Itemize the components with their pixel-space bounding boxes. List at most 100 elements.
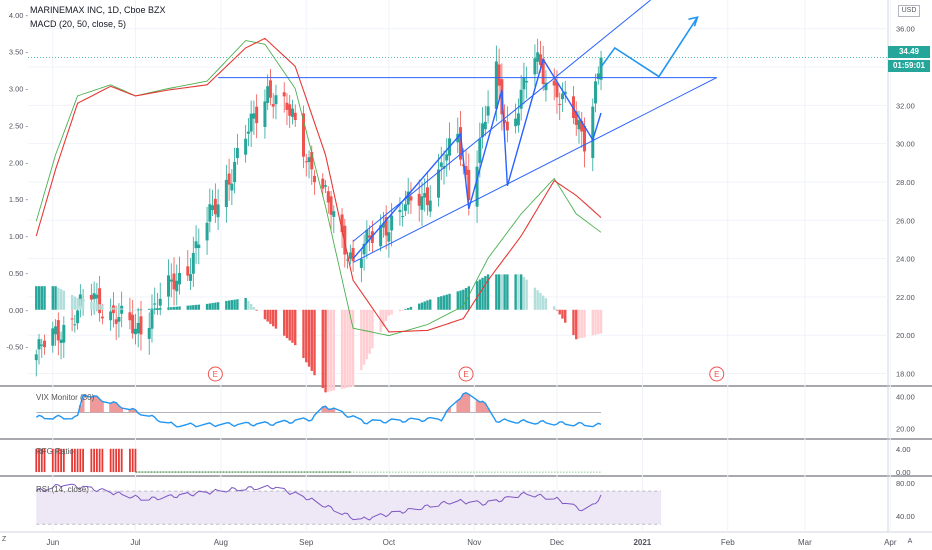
candle-body (497, 64, 501, 86)
candle-body (384, 217, 388, 236)
macd-histogram-bar (101, 305, 104, 310)
candle-body (494, 61, 498, 109)
macd-histogram-bar (271, 309, 275, 327)
candle-body (398, 210, 402, 212)
candle-body (387, 232, 391, 242)
candle-body (436, 169, 440, 198)
macd-axis-tick: 4.00 - (9, 11, 29, 20)
candle-body (483, 121, 487, 130)
candle-body (459, 127, 463, 160)
macd-histogram-bar (244, 297, 247, 310)
macd-histogram-bar (522, 277, 526, 310)
candle-body (167, 275, 171, 297)
macd-histogram-bar (114, 307, 118, 310)
rfg-bar (76, 448, 79, 473)
candle-body (514, 118, 518, 127)
candle-body (205, 222, 209, 241)
candle-body (249, 113, 253, 132)
macd-histogram-bar (178, 306, 181, 310)
candle-body (340, 214, 344, 233)
time-axis-tick: Aug (214, 538, 228, 547)
candle-body (552, 80, 556, 86)
candle-body (486, 106, 490, 116)
candle-body (439, 162, 443, 167)
candle-body (255, 106, 259, 124)
candle-body (211, 205, 215, 210)
candle-body (263, 101, 267, 127)
candle-body (401, 216, 405, 218)
rfg-bar (112, 448, 115, 473)
candle-body (351, 247, 355, 262)
candle-body (43, 340, 47, 348)
earnings-marker-label: E (714, 370, 719, 379)
candle-body (98, 288, 102, 314)
rfg-bar (60, 448, 62, 473)
rfg-bar (43, 448, 46, 473)
macd-histogram-bar (120, 308, 123, 310)
candle-body (321, 178, 325, 189)
macd-histogram-bar (109, 307, 112, 310)
macd-histogram-bar (555, 309, 559, 311)
candle-body (417, 193, 421, 206)
candle-body (268, 80, 272, 98)
macd-histogram-bar (464, 288, 468, 310)
macd-histogram-bar (519, 274, 523, 310)
time-axis-tick: Jul (130, 538, 140, 547)
macd-histogram-bar (575, 309, 578, 340)
macd-histogram-bar (274, 309, 278, 329)
macd-histogram-bar (561, 309, 564, 319)
macd-histogram-bar (497, 274, 501, 310)
candle-body (290, 108, 294, 117)
zoom-corner[interactable]: Z (2, 536, 7, 543)
candle-body (51, 328, 55, 346)
macd-histogram-bar (475, 281, 479, 310)
macd-histogram-bar (514, 274, 517, 310)
macd-histogram-bar (418, 303, 421, 310)
macd-histogram-bar (321, 309, 324, 389)
time-axis-tick: Mar (798, 538, 812, 547)
macd-histogram-bar (186, 305, 189, 310)
candle-body (478, 138, 482, 163)
candle-body (359, 258, 363, 268)
candle-body (348, 252, 352, 259)
macd-histogram-bar (390, 309, 393, 315)
price-axis-tick: 20.00 (896, 331, 915, 340)
macd-histogram-bar (76, 297, 79, 310)
macd-histogram-bar (112, 307, 115, 310)
symbol-title: MARINEMAX INC, 1D, Cboe BZX (30, 5, 166, 15)
candle-body (329, 196, 333, 215)
macd-histogram-bar (541, 295, 545, 310)
macd-histogram (35, 274, 603, 393)
macd-histogram-bar (467, 286, 470, 310)
macd-histogram-bar (420, 302, 424, 310)
currency-button[interactable]: USD (898, 5, 920, 17)
candle-body (246, 131, 250, 134)
candle-body (594, 81, 598, 104)
price-axis-tick: 36.00 (896, 25, 915, 34)
candle-body (224, 179, 228, 208)
candle-body (197, 244, 201, 249)
rsi-axis-tick: 40.00 (896, 512, 915, 521)
rfg-bar (54, 448, 57, 473)
macd-axis-tick: 3.00 - (9, 85, 29, 94)
rfg-bar (101, 448, 104, 473)
macd-histogram-bar (536, 290, 539, 310)
macd-histogram-bar (288, 309, 291, 341)
macd-histogram-bar (340, 309, 344, 389)
candle-body (56, 320, 60, 341)
macd-histogram-bar (117, 308, 121, 310)
candle-body (379, 225, 383, 247)
candle-body (522, 77, 526, 90)
time-axis-tick: Feb (721, 538, 735, 547)
macd-histogram-bar (128, 309, 132, 311)
macd-histogram-bar (533, 287, 537, 310)
macd-axis-tick: 2.50 - (9, 121, 29, 130)
candle-body (563, 91, 567, 95)
auto-scale-button[interactable]: A (907, 538, 913, 545)
candle-body (293, 112, 297, 121)
candle-body (346, 259, 350, 261)
macd-histogram-bar (37, 286, 41, 310)
candle-body (541, 58, 545, 85)
macd-histogram-bar (208, 303, 212, 310)
